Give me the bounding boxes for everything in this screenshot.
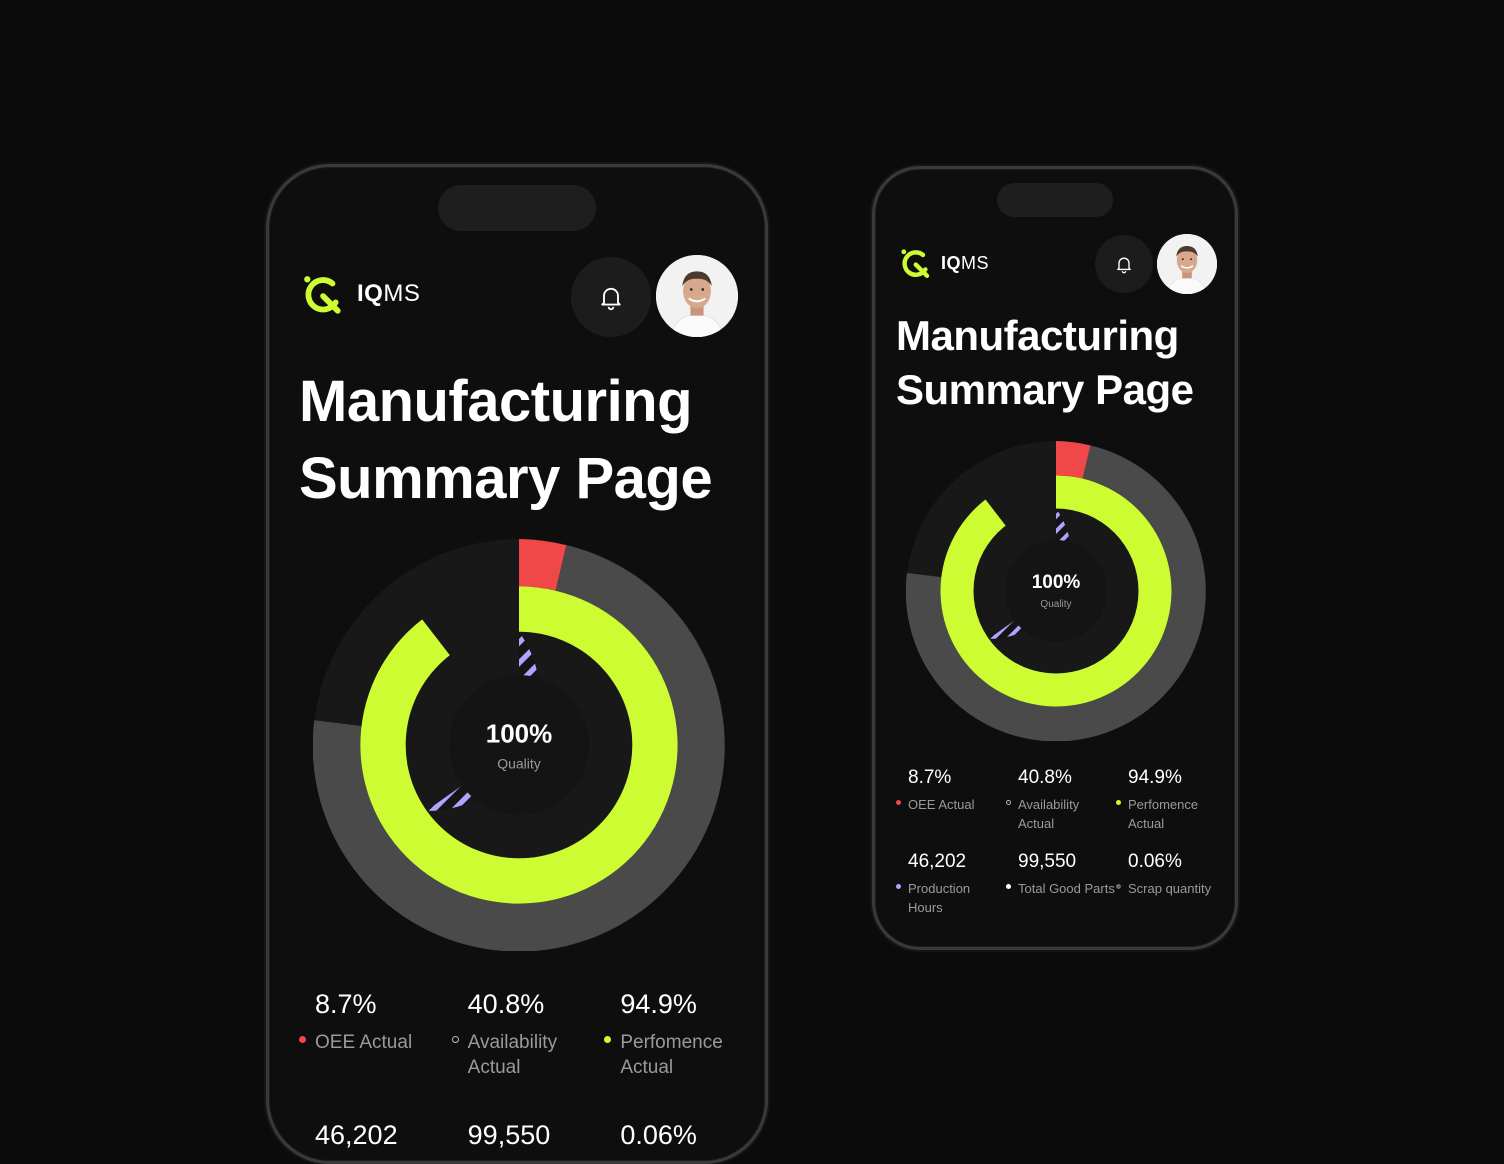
user-avatar[interactable] (656, 255, 738, 337)
stat-label: OEE Actual (908, 797, 975, 812)
bell-icon (1114, 254, 1134, 274)
stat-label: Availability Actual (467, 1032, 558, 1078)
stat-good-parts: 99,550 Total Good Parts (1006, 851, 1116, 917)
user-avatar[interactable] (1157, 234, 1217, 294)
stat-scrap: 0.06% Scrap quantity (604, 1120, 757, 1161)
avatar-image (656, 255, 738, 337)
stat-value: 8.7% (908, 767, 952, 788)
app-name: IQMS (357, 280, 421, 307)
stats-grid: 8.7% OEE Actual 40.8% Availability Actua… (896, 767, 1226, 917)
app-logo[interactable]: IQMS (301, 273, 420, 315)
stat-value: 46,202 (315, 1120, 398, 1150)
stat-availability: 40.8% Availability Actual (1006, 767, 1116, 833)
stat-value: 0.06% (620, 1120, 697, 1150)
stat-production-hours: 46,202 Production Hours (896, 851, 1006, 917)
donut-center-value: 100% (1031, 572, 1081, 593)
donut-center-caption: Quality (1040, 599, 1072, 610)
stat-label: Availability Actual (1018, 797, 1080, 831)
legend-dot (1006, 800, 1011, 805)
donut-center-label: 100% Quality (1032, 572, 1081, 610)
legend-dot (1006, 884, 1011, 889)
dynamic-island (997, 183, 1113, 217)
stat-availability: 40.8% Availability Actual (451, 989, 605, 1080)
page-title: Manufacturing Summary Page (299, 369, 713, 511)
stat-label: OEE Actual (315, 1032, 413, 1053)
stat-value: 8.7% (315, 989, 377, 1019)
phone-large: IQMS Manufacturing Summary Page 100% Qua… (266, 164, 768, 1164)
stats-grid: 8.7% OEE Actual 40.8% Availability Actua… (299, 989, 757, 1161)
app-name: IQMS (941, 252, 990, 273)
iqms-logo-icon (301, 273, 343, 315)
stat-label: Scrap quantity (1128, 881, 1212, 896)
page-title: Manufacturing Summary Page (896, 312, 1194, 413)
legend-dot (1116, 884, 1121, 889)
stat-production-hours: 46,202 Production Hours (299, 1120, 452, 1161)
app-logo[interactable]: IQMS (899, 247, 989, 279)
stat-value: 0.06% (1128, 851, 1182, 872)
stat-value: 99,550 (467, 1120, 551, 1150)
donut-center-caption: Quality (497, 755, 541, 772)
stat-label: Perfomence Actual (1128, 797, 1199, 831)
stat-label: Total Good Parts (1018, 881, 1115, 896)
donut-center-label: 100% Quality (486, 719, 553, 772)
bell-icon (597, 283, 625, 311)
stat-value: 40.8% (1018, 767, 1072, 788)
quality-donut-chart: 100% Quality (906, 441, 1206, 741)
legend-dot (451, 1036, 459, 1043)
stat-value: 40.8% (467, 989, 545, 1019)
stat-label: Perfomence Actual (620, 1032, 723, 1078)
avatar-image (1157, 234, 1217, 294)
stat-value: 99,550 (1018, 851, 1077, 872)
stat-value: 94.9% (1128, 767, 1182, 788)
phone-small: IQMS Manufacturing Summary Page 100% Qua… (872, 166, 1238, 950)
donut-center-value: 100% (485, 718, 553, 749)
legend-dot (604, 1036, 612, 1043)
stat-performance: 94.9% Perfomence Actual (604, 989, 757, 1080)
stat-oee: 8.7% OEE Actual (299, 989, 452, 1080)
notifications-button[interactable] (571, 257, 651, 337)
stat-label: Production Hours (908, 881, 971, 915)
stat-good-parts: 99,550 Total Good Parts (452, 1120, 605, 1161)
dynamic-island (438, 185, 596, 231)
legend-dot (1116, 800, 1121, 805)
legend-dot (896, 884, 901, 889)
quality-donut-chart: 100% Quality (313, 539, 725, 951)
stat-performance: 94.9% Perfomence Actual (1116, 767, 1226, 833)
legend-dot (299, 1036, 306, 1043)
notifications-button[interactable] (1095, 235, 1153, 293)
stat-scrap: 0.06% Scrap quantity (1116, 851, 1226, 917)
legend-dot (896, 800, 901, 805)
iqms-logo-icon (899, 247, 931, 279)
stat-value: 94.9% (620, 989, 697, 1019)
stat-oee: 8.7% OEE Actual (896, 767, 1006, 833)
stat-value: 46,202 (908, 851, 967, 872)
